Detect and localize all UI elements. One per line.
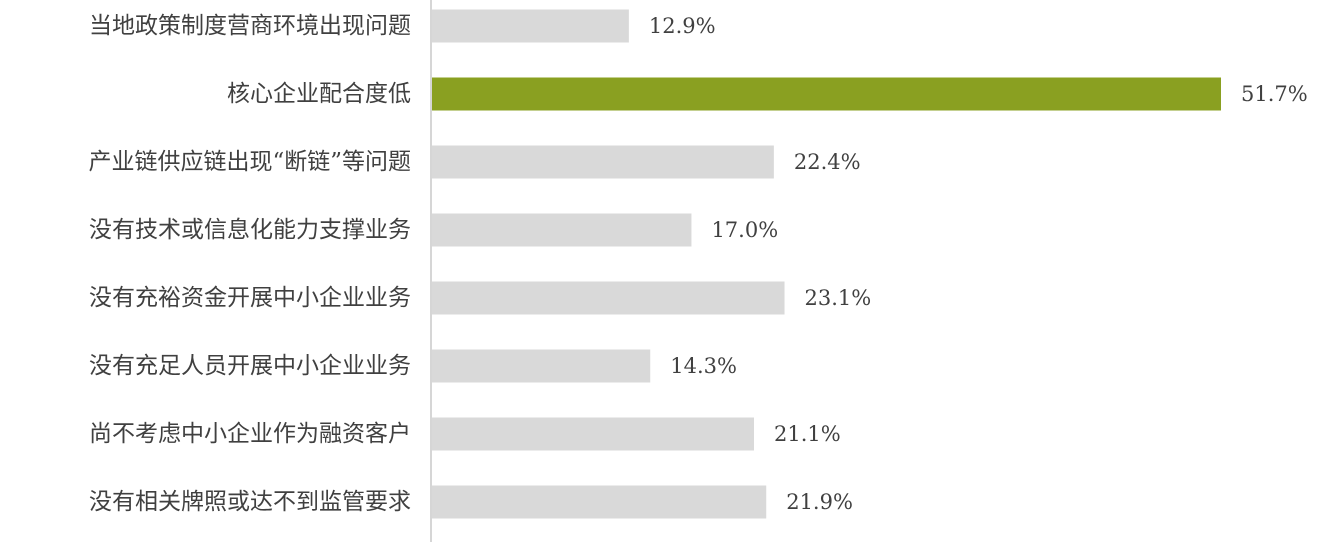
bar-5	[432, 349, 651, 383]
category-label-7: 没有相关牌照或达不到监管要求	[89, 489, 411, 515]
value-label-1: 51.7%	[1241, 82, 1308, 106]
value-label-3: 17.0%	[711, 218, 778, 242]
bar-4	[432, 281, 785, 315]
bar-0	[432, 9, 629, 43]
category-labels-group: 当地政策制度营商环境出现问题核心企业配合度低产业链供应链出现“断链”等问题没有技…	[88, 13, 411, 515]
bar-7	[432, 485, 767, 519]
bar-6	[432, 417, 755, 451]
value-label-6: 21.1%	[774, 422, 841, 446]
category-label-1: 核心企业配合度低	[227, 81, 411, 107]
value-label-5: 14.3%	[670, 354, 737, 378]
bars-group	[432, 9, 1221, 519]
value-label-4: 23.1%	[805, 286, 872, 310]
category-label-4: 没有充裕资金开展中小企业业务	[89, 285, 411, 311]
category-label-5: 没有充足人员开展中小企业业务	[89, 353, 411, 379]
bar-1	[432, 77, 1221, 111]
value-label-7: 21.9%	[786, 490, 853, 514]
bar-2	[432, 145, 774, 179]
category-label-0: 当地政策制度营商环境出现问题	[89, 13, 411, 39]
category-label-6: 尚不考虑中小企业作为融资客户	[89, 421, 411, 447]
value-labels-group: 12.9% 51.7% 22.4% 17.0% 23.1% 14.3% 21.1% 21.9%	[649, 14, 1308, 514]
category-label-2: 产业链供应链出现“断链”等问题	[88, 149, 411, 175]
bar-3	[432, 213, 692, 247]
category-label-3: 没有技术或信息化能力支撑业务	[89, 217, 411, 243]
value-label-0: 12.9%	[649, 14, 716, 38]
value-label-2: 22.4%	[794, 150, 861, 174]
